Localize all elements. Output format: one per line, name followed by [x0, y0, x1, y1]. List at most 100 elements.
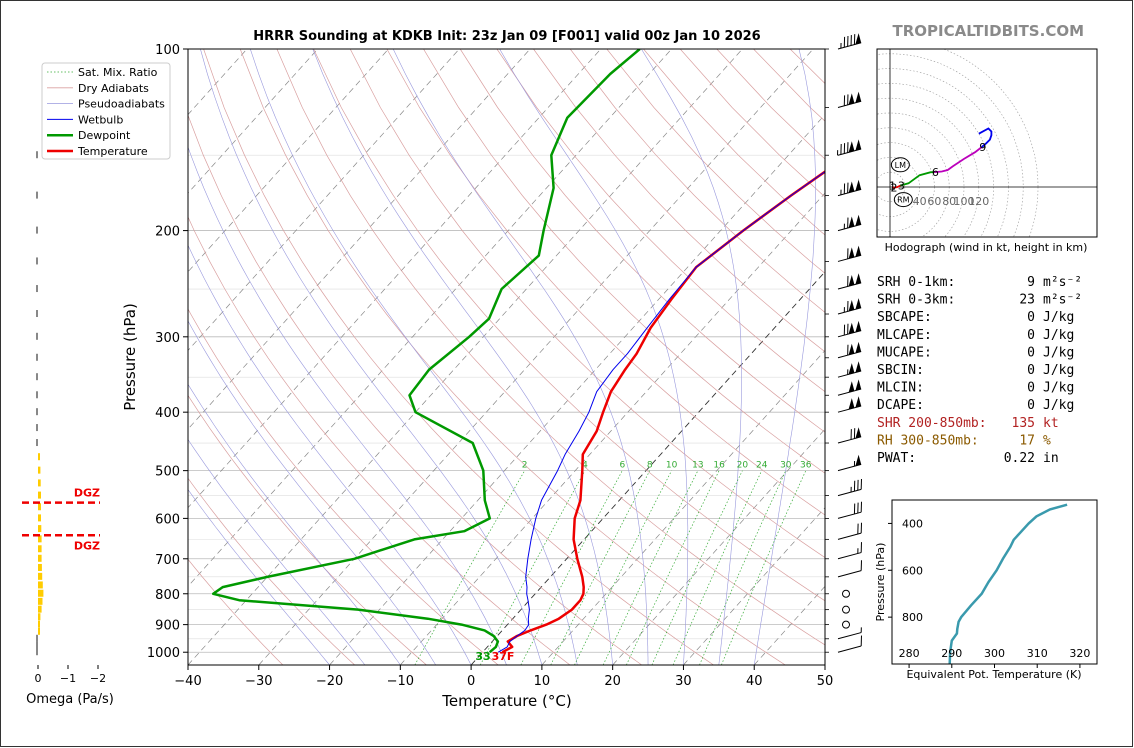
legend-entry: Pseudoadiabats — [78, 98, 165, 111]
index-row: SBCAPE: 0 J/kg — [877, 310, 1074, 325]
mixing-ratio-label: 20 — [737, 461, 749, 471]
barb-flag — [848, 300, 855, 312]
barb-staff — [837, 552, 862, 560]
dry-adiabat — [188, 216, 571, 665]
hodo-height-label: 1 — [889, 180, 896, 193]
index-label: MUCAPE: — [877, 345, 932, 360]
theta-e-y-tick-label: 400 — [902, 517, 923, 530]
omega-bar — [36, 151, 38, 159]
theta-e-panel: 280 290 300 310 320 400 600 800 Equivalent Pot.… — [874, 499, 1098, 681]
barb-flag — [855, 379, 862, 391]
legend-entry: Wetbulb — [78, 113, 123, 126]
omega-panel: 0 −1 −2 Omega (Pa/s) DGZ DGZ — [22, 151, 114, 707]
x-tick-label: 0 — [467, 674, 475, 689]
barb-staff — [837, 488, 862, 497]
barb-staff — [837, 532, 862, 540]
omega-bar — [38, 554, 42, 562]
index-row: MLCIN: 0 J/kg — [877, 381, 1074, 396]
omega-bar — [36, 439, 38, 447]
dry-adiabat — [423, 49, 825, 474]
mixing-ratio-line — [672, 470, 763, 665]
index-row: SRH 0-1km: 9 m²s⁻² — [877, 275, 1082, 290]
dry-adiabat — [203, 49, 714, 665]
x-tick-label: −20 — [316, 674, 343, 689]
dry-adiabat — [239, 49, 786, 665]
theta-e-x-tick-label: 310 — [1027, 647, 1048, 660]
y-tick-label: 100 — [155, 43, 180, 58]
barb-flag — [848, 275, 855, 287]
index-value: 0 — [1027, 345, 1035, 360]
mixing-ratio-line — [699, 470, 787, 665]
mixing-ratio-label: 16 — [713, 461, 725, 471]
mixing-ratio-line — [520, 470, 623, 665]
y-tick-label: 500 — [155, 465, 180, 480]
dry-adiabat — [276, 49, 825, 646]
hodo-height-label: 6 — [932, 166, 939, 179]
dry-adiabat — [386, 49, 825, 516]
barb-flag — [855, 298, 862, 310]
isotherm-10 — [541, 349, 825, 665]
isotherm--60 — [188, 49, 602, 509]
dgz-label: DGZ — [74, 487, 100, 500]
y-tick-label: 200 — [155, 225, 180, 240]
isotherm--90 — [188, 49, 389, 273]
mixing-ratio-label: 10 — [666, 461, 678, 471]
omega-bar — [36, 332, 38, 340]
hodo-segment — [891, 184, 901, 189]
index-row: MUCAPE: 0 J/kg — [877, 345, 1074, 360]
pseudoadiabat — [188, 146, 507, 665]
dry-adiabat — [313, 49, 825, 602]
skewt-profiles — [211, 49, 825, 654]
dry-adiabat — [533, 49, 825, 353]
index-row: DCAPE: 0 J/kg — [877, 398, 1074, 413]
barb-flag — [855, 214, 862, 226]
barb-flag — [855, 33, 862, 45]
hodo-tick-label: 120 — [968, 195, 989, 208]
dry-adiabat — [188, 394, 427, 665]
isotherm--100 — [188, 49, 318, 194]
barb-staff — [837, 370, 862, 378]
y-tick-label: 600 — [155, 512, 180, 527]
mixing-ratio-line — [721, 470, 807, 665]
hodo-segment — [978, 127, 993, 148]
index-label: DCAPE: — [877, 398, 924, 413]
x-tick-label: −40 — [174, 674, 201, 689]
storm-motion-label: LM — [895, 161, 906, 170]
mixing-ratio-label: 30 — [780, 461, 792, 471]
mixing-ratio-line — [626, 470, 720, 665]
index-value: 17 — [1019, 433, 1035, 448]
pseudoadiabat — [200, 49, 543, 665]
pseudoadiabat — [753, 49, 816, 665]
index-value: 135 — [1012, 416, 1035, 431]
storm-motion-label: RM — [897, 196, 910, 205]
barb-staff — [837, 632, 862, 640]
theta-e-y-tick-label: 600 — [902, 564, 923, 577]
barb-flag — [855, 341, 862, 354]
omega-bar — [36, 226, 38, 234]
mixing-ratio-label: 6 — [619, 461, 625, 471]
chart-title: HRRR Sounding at KDKB Init: 23z Jan 09 [… — [253, 29, 760, 44]
x-tick-label: 10 — [534, 674, 551, 689]
pseudoadiabat — [641, 49, 742, 665]
pseudoadiabat — [188, 489, 330, 665]
barb-flag — [855, 454, 862, 466]
pseudoadiabat — [188, 383, 401, 665]
omega-bar — [38, 466, 41, 474]
pseudoadiabat — [499, 49, 689, 665]
theta-e-x-label: Equivalent Pot. Temperature (K) — [906, 668, 1081, 681]
theta-e-x-tick-label: 290 — [941, 647, 962, 660]
dgz-label: DGZ — [74, 539, 100, 552]
theta-e-y-label: Pressure (hPa) — [874, 543, 887, 622]
legend-entry: Temperature — [77, 145, 148, 158]
omega-bar — [38, 503, 41, 511]
dry-adiabat — [459, 49, 825, 433]
index-row: SBCIN: 0 J/kg — [877, 363, 1074, 378]
skewt-panel: HRRR Sounding at KDKB Init: 23z Jan 09 [… — [121, 29, 833, 710]
omega-bar — [38, 563, 42, 571]
index-unit: J/kg — [1043, 381, 1074, 396]
y-tick-label: 700 — [155, 553, 180, 568]
index-unit: kt — [1043, 416, 1059, 431]
pressure-axis: 100 200 300 400 500 600 700 800 900 1000 — [147, 43, 188, 661]
barb-staff — [837, 42, 862, 50]
